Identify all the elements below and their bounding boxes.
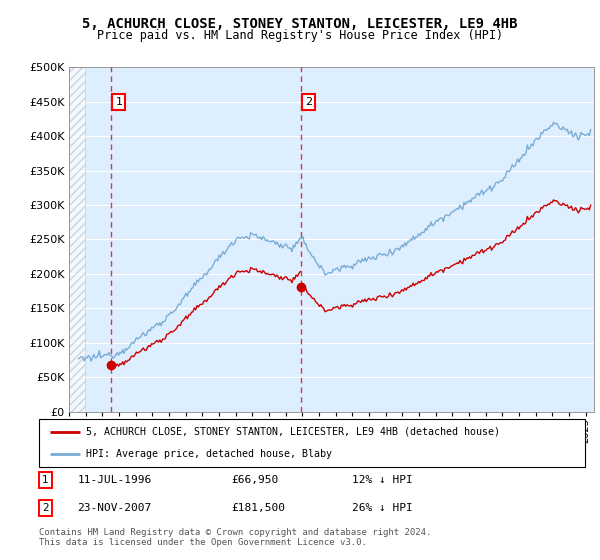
- Text: £66,950: £66,950: [231, 475, 278, 485]
- Text: 11-JUL-1996: 11-JUL-1996: [77, 475, 152, 485]
- Text: 12% ↓ HPI: 12% ↓ HPI: [352, 475, 413, 485]
- FancyBboxPatch shape: [39, 419, 585, 466]
- Text: £181,500: £181,500: [231, 503, 285, 513]
- Text: Price paid vs. HM Land Registry's House Price Index (HPI): Price paid vs. HM Land Registry's House …: [97, 29, 503, 42]
- Bar: [69, 67, 85, 412]
- Text: 2: 2: [305, 97, 312, 106]
- Text: 2: 2: [42, 503, 49, 513]
- Text: HPI: Average price, detached house, Blaby: HPI: Average price, detached house, Blab…: [86, 449, 332, 459]
- Text: 1: 1: [115, 97, 122, 106]
- Text: 26% ↓ HPI: 26% ↓ HPI: [352, 503, 413, 513]
- Text: 5, ACHURCH CLOSE, STONEY STANTON, LEICESTER, LE9 4HB: 5, ACHURCH CLOSE, STONEY STANTON, LEICES…: [82, 17, 518, 31]
- Text: Contains HM Land Registry data © Crown copyright and database right 2024.
This d: Contains HM Land Registry data © Crown c…: [39, 528, 431, 547]
- Text: 23-NOV-2007: 23-NOV-2007: [77, 503, 152, 513]
- Text: 5, ACHURCH CLOSE, STONEY STANTON, LEICESTER, LE9 4HB (detached house): 5, ACHURCH CLOSE, STONEY STANTON, LEICES…: [86, 427, 500, 437]
- Text: 1: 1: [42, 475, 49, 485]
